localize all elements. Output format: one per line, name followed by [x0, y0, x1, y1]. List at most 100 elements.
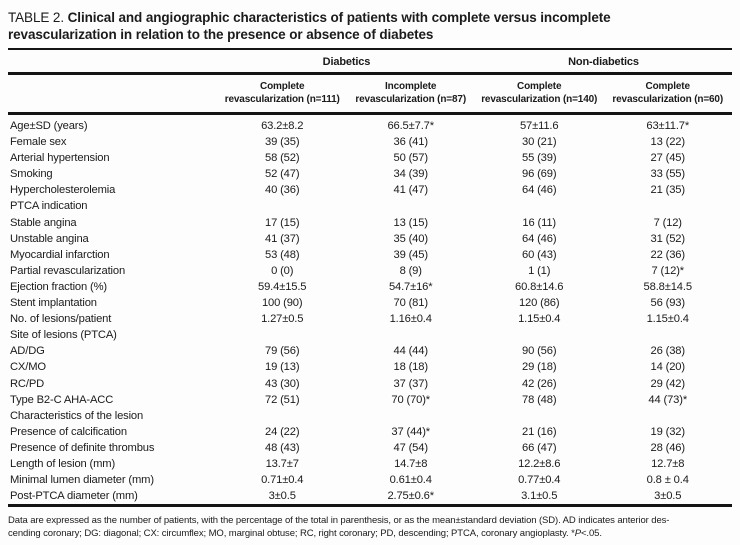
- cell-value: 43 (30): [265, 377, 300, 390]
- row-label: Smoking: [10, 168, 53, 181]
- table-row: Post-PTCA diameter (mm) 3±0.5 2.75±0.6* 3.1…: [8, 488, 732, 506]
- cell-value: 3.1±0.5: [521, 490, 558, 503]
- row-label: AD/DG: [10, 345, 45, 358]
- row-label: Presence of calcification: [10, 425, 127, 438]
- cell-value: 17 (15): [265, 216, 300, 229]
- table-row: Ejection fraction (%) 59.4±15.5 54.7±16* 60…: [8, 279, 732, 295]
- row-label: Minimal lumen diameter (mm): [10, 474, 154, 487]
- row-label: Presence of definite thrombus: [10, 441, 155, 454]
- cell-value: 33 (55): [650, 168, 686, 181]
- cell-value: 37 (37): [393, 377, 429, 390]
- table-number-label: TABLE 2.: [8, 10, 64, 25]
- row-label: RC/PD: [10, 377, 45, 390]
- cell-value: 1.27±0.5: [261, 313, 304, 326]
- cell-value: 79 (56): [265, 345, 300, 358]
- column-header-line1: Complete: [645, 81, 691, 92]
- cell-value: [346, 408, 475, 424]
- cell-value: 28 (46): [650, 441, 686, 454]
- cell-value: 0 (0): [271, 264, 294, 277]
- cell-value: 39 (45): [393, 248, 429, 261]
- table-title: TABLE 2. Clinical and angiographic chara…: [8, 9, 732, 43]
- cell-value: 66 (47): [522, 441, 557, 454]
- row-label: Site of lesions (PTCA): [10, 329, 117, 342]
- row-label: Arterial hypertension: [10, 152, 110, 165]
- cell-value: 19 (32): [650, 425, 686, 438]
- table-row: AD/DG 79 (56) 44 (44) 90 (56) 26 (38): [8, 343, 732, 359]
- cell-value: 58.8±14.5: [643, 280, 692, 293]
- cell-value: 52 (47): [265, 168, 300, 181]
- cell-value: [603, 198, 732, 214]
- cell-value: 0.77±0.4: [518, 474, 561, 487]
- cell-value: 70 (70)*: [391, 393, 430, 406]
- cell-value: 1 (1): [528, 264, 551, 277]
- footnote-line2-text: cending coronary; DG: diagonal; CX: circ…: [8, 528, 575, 540]
- table-row: No. of lesions/patient 1.27±0.5 1.16±0.4 1.…: [8, 311, 732, 327]
- cell-value: 60 (43): [522, 248, 557, 261]
- column-header-diabetics-incomplete: Incomplete revascularization (n=87): [346, 73, 475, 115]
- footnote-line1: Data are expressed as the number of pati…: [8, 515, 670, 527]
- cell-value: 72 (51): [265, 393, 300, 406]
- column-header-diabetics-complete: Complete revascularization (n=111): [217, 73, 347, 115]
- cell-value: 35 (40): [393, 232, 429, 245]
- cell-value: 96 (69): [522, 168, 557, 181]
- cell-value: 78 (48): [522, 393, 557, 406]
- table-row: Length of lesion (mm) 13.7±7 14.7±8 12.2±8.…: [8, 456, 732, 472]
- column-header-line2: revascularization (n=111): [224, 94, 340, 105]
- row-label: Myocardial infarction: [10, 248, 110, 261]
- row-label: Age±SD (years): [10, 120, 88, 132]
- table-row: CX/MO 19 (13) 18 (18) 29 (18) 14 (20): [8, 359, 732, 375]
- table-row: Minimal lumen diameter (mm) 0.71±0.4 0.61±…: [8, 472, 732, 488]
- cell-value: 31 (52): [650, 232, 686, 245]
- cell-value: 19 (13): [265, 361, 300, 374]
- cell-value: 21 (35): [650, 184, 686, 197]
- row-label: Hypercholesterolemia: [10, 184, 116, 197]
- cell-value: 24 (22): [265, 425, 300, 438]
- group-header-spacer: [8, 49, 218, 75]
- cell-value: 64 (46): [522, 184, 557, 197]
- cell-value: 29 (18): [522, 361, 557, 374]
- column-header-line1: Complete: [260, 81, 305, 92]
- row-label: Type B2-C AHA-ACC: [10, 393, 114, 406]
- cell-value: 90 (56): [522, 345, 557, 358]
- row-label: Unstable angina: [10, 232, 89, 245]
- cell-value: 56 (93): [650, 297, 686, 310]
- p-value-symbol: P: [574, 528, 581, 540]
- row-label: Partial revascularization: [10, 264, 126, 277]
- table-row: Smoking 52 (47) 34 (39) 96 (69) 33 (55): [8, 166, 732, 182]
- table-row: Unstable angina 41 (37) 35 (40) 64 (46) 31 (…: [8, 231, 732, 247]
- cell-value: 100 (90): [261, 297, 303, 310]
- cell-value: 3±0.5: [654, 490, 682, 503]
- row-label: Stent implantation: [10, 297, 97, 310]
- cell-value: 48 (43): [265, 441, 300, 454]
- cell-value: 41 (47): [393, 184, 429, 197]
- column-header-nondiabetics-incomplete: Complete revascularization (n=60): [603, 73, 732, 115]
- cell-value: 44 (73)*: [648, 393, 688, 406]
- column-header-nondiabetics-complete: Complete revascularization (n=140): [474, 73, 604, 115]
- cell-value: 13 (15): [393, 216, 429, 229]
- table-row: Arterial hypertension 58 (52) 50 (57) 55 (3…: [8, 150, 732, 166]
- cell-value: 40 (36): [265, 184, 300, 197]
- cell-value: 3±0.5: [268, 490, 296, 503]
- row-label: Ejection fraction (%): [10, 280, 107, 293]
- table-header: Diabetics Non-diabetics Complete revascu…: [8, 49, 732, 115]
- cell-value: 42 (26): [522, 377, 557, 390]
- column-header-spacer: [8, 73, 218, 115]
- cell-value: 50 (57): [393, 152, 429, 165]
- table-title-line1: TABLE 2. Clinical and angiographic chara…: [8, 9, 732, 26]
- row-label: CX/MO: [10, 361, 46, 374]
- table-row: Age±SD (years) 63.2±8.2 66.5±7.7* 57±11.6 63…: [8, 114, 732, 135]
- table-row: Presence of calcification 24 (22) 37 (44)*…: [8, 424, 732, 440]
- cell-value: 13.7±7: [265, 457, 299, 470]
- cell-value: [475, 198, 604, 214]
- cell-value: [346, 327, 475, 343]
- row-label: Length of lesion (mm): [10, 457, 116, 470]
- row-label: No. of lesions/patient: [10, 313, 112, 326]
- cell-value: 59.4±15.5: [258, 280, 307, 293]
- cell-value: 120 (86): [518, 297, 560, 310]
- table-row: Female sex 39 (35) 36 (41) 30 (21) 13 (22): [8, 134, 732, 150]
- cell-value: 21 (16): [522, 425, 557, 438]
- cell-value: 30 (21): [522, 136, 557, 149]
- cell-value: 41 (37): [265, 232, 300, 245]
- cell-value: 0.61±0.4: [389, 474, 432, 487]
